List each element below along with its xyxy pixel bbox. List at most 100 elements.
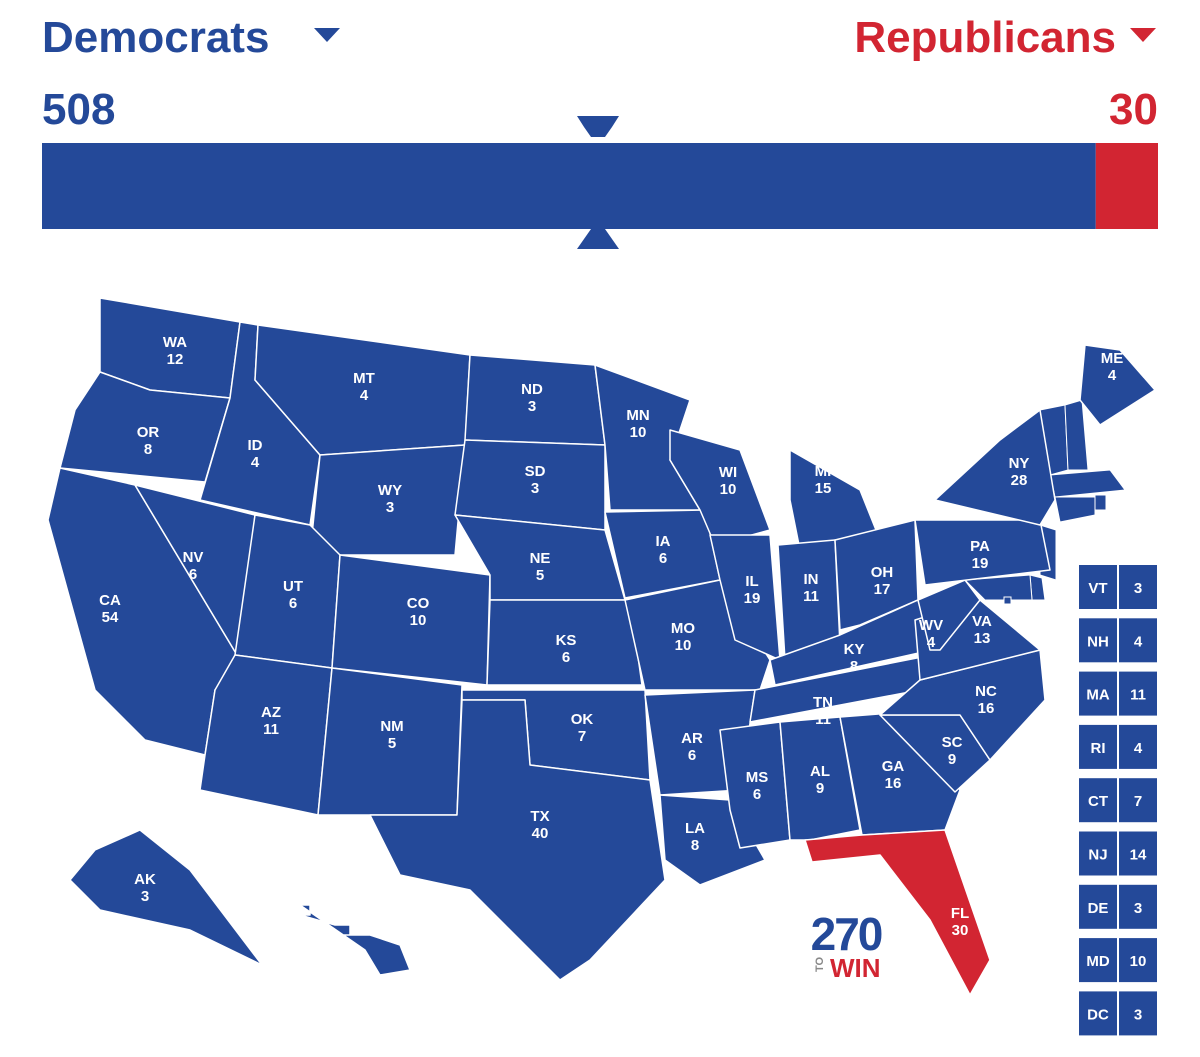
state-votes: 10 — [1130, 953, 1147, 970]
state-votes: 5 — [536, 567, 544, 584]
state-box — [1079, 778, 1117, 823]
state-votes: 3 — [1134, 580, 1142, 597]
state-box — [1119, 671, 1157, 716]
state-votes: 4 — [360, 387, 369, 404]
state-abbr: ID — [248, 437, 263, 454]
state-votes: 10 — [720, 481, 737, 498]
state — [69, 829, 263, 966]
state-label: TX 40 — [530, 808, 549, 842]
state-votes: 14 — [1130, 847, 1147, 864]
vote-bar — [42, 143, 1158, 229]
state-label: KY 8 — [844, 641, 865, 675]
state-abbr: ND — [521, 381, 543, 398]
dropdown-arrow[interactable] — [1130, 28, 1156, 42]
state-votes: 9 — [816, 780, 824, 797]
state-abbr: NH — [1087, 633, 1109, 650]
state-label: AK 3 — [134, 871, 156, 905]
state-label: WV 4 — [919, 617, 943, 651]
state-box — [1079, 724, 1117, 769]
state-abbr: DE — [1088, 900, 1109, 917]
state-label: WI 10 — [719, 464, 737, 498]
state-box — [1119, 724, 1157, 769]
state-box — [1079, 884, 1117, 929]
logo-sub: TO — [814, 956, 826, 972]
state — [369, 699, 666, 981]
state-box — [1079, 991, 1117, 1036]
state-label: SD 3 — [525, 463, 546, 497]
state-votes: 3 — [1134, 1006, 1142, 1023]
state — [299, 904, 411, 976]
state-label: CA 54 — [99, 592, 121, 626]
state-label: IN 11 — [803, 571, 819, 605]
bar-segment — [1095, 143, 1158, 229]
state-box — [1079, 618, 1117, 663]
state-votes: 28 — [1011, 472, 1028, 489]
state-abbr: VA — [972, 613, 992, 630]
state-label: SC 9 — [942, 734, 963, 768]
state-votes: 3 — [141, 888, 149, 905]
state-votes: 3 — [531, 480, 539, 497]
threshold-marker — [577, 229, 619, 249]
bar-segment — [42, 143, 1096, 229]
state-label: MI 15 — [815, 463, 832, 497]
state-abbr: MS — [746, 769, 769, 786]
state-label: MT 4 — [353, 370, 375, 404]
state-box — [1079, 831, 1117, 876]
state-abbr: TN — [813, 694, 833, 711]
state-abbr: KS — [556, 632, 577, 649]
state-label: WY 3 — [378, 482, 402, 516]
state-abbr: CO — [407, 595, 430, 612]
state-label: NV 6 — [183, 549, 204, 583]
state-abbr: OH — [871, 564, 894, 581]
logo-word: WIN — [830, 953, 881, 983]
state-votes: 4 — [1134, 740, 1143, 757]
state-abbr: MT — [353, 370, 375, 387]
state-label: MN 10 — [626, 407, 649, 441]
state-abbr: NY — [1009, 455, 1030, 472]
state-abbr: SC — [942, 734, 963, 751]
state — [1003, 596, 1012, 605]
state-abbr: TX — [530, 808, 549, 825]
dropdown-arrow[interactable] — [314, 28, 340, 42]
state-box — [1119, 884, 1157, 929]
state-label: LA 8 — [685, 820, 705, 854]
state-abbr: CT — [1088, 793, 1108, 810]
state-abbr: GA — [882, 758, 905, 775]
state-label: TN 11 — [813, 694, 833, 728]
state — [779, 716, 861, 841]
state-abbr: VT — [1088, 580, 1107, 597]
state-label: MO 10 — [671, 620, 695, 654]
state-votes: 16 — [978, 700, 995, 717]
state-votes: 5 — [388, 735, 396, 752]
state-votes: 8 — [144, 441, 152, 458]
state — [309, 444, 466, 556]
state-label: NC 16 — [975, 683, 997, 717]
state-abbr: WI — [719, 464, 737, 481]
state-votes: 6 — [753, 786, 761, 803]
state-label: NE 5 — [530, 550, 551, 584]
state-abbr: MN — [626, 407, 649, 424]
state-label: AZ 11 — [261, 704, 281, 738]
threshold-marker — [577, 116, 619, 137]
state — [804, 829, 991, 996]
state-votes: 16 — [885, 775, 902, 792]
state-label: OK 7 — [571, 711, 594, 745]
state-abbr: NM — [380, 718, 403, 735]
state-votes: 9 — [948, 751, 956, 768]
state — [917, 579, 981, 651]
state — [719, 721, 791, 849]
state-votes: 8 — [691, 837, 699, 854]
state-abbr: LA — [685, 820, 705, 837]
state-votes: 6 — [189, 566, 197, 583]
state-votes: 3 — [1134, 900, 1142, 917]
state-abbr: NC — [975, 683, 997, 700]
state-votes: 11 — [1130, 687, 1146, 704]
state-label: WA 12 — [163, 334, 187, 368]
state-abbr: DC — [1087, 1006, 1109, 1023]
party-name: Republicans — [854, 13, 1116, 62]
party-name: Democrats — [42, 13, 269, 62]
state-votes: 11 — [815, 711, 831, 728]
state-votes: 10 — [675, 637, 692, 654]
state-box — [1119, 618, 1157, 663]
